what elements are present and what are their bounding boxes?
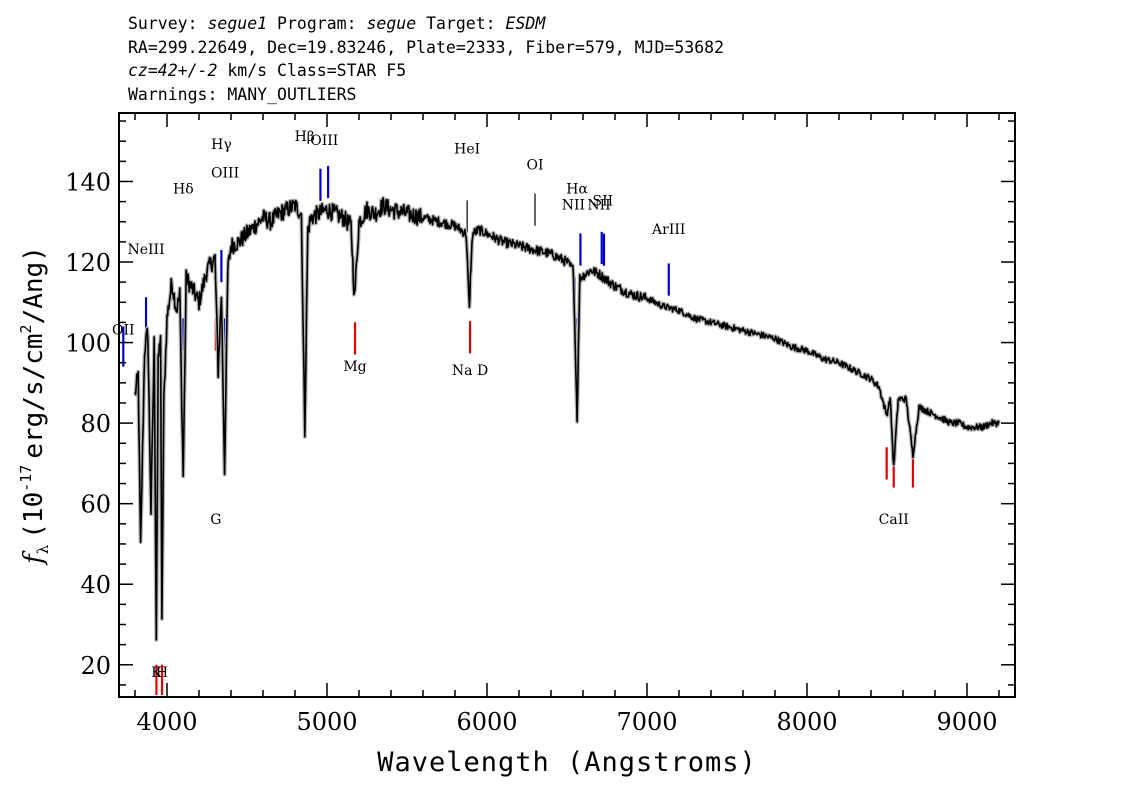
class-value: Class=STAR F5 <box>277 61 407 80</box>
y-label-mid: erg/s/cm <box>19 333 49 458</box>
marker-label: G <box>210 512 221 528</box>
y-axis-ticks: 20 40 60 80 100 120 140 <box>65 120 1015 686</box>
y-tick-label: 80 <box>80 410 111 438</box>
x-axis-ticks: 4000 5000 6000 7000 8000 9000 <box>134 113 1000 736</box>
marker-label: NeIII <box>127 242 164 258</box>
marker-label: OI <box>526 157 543 173</box>
program-value: segue <box>366 14 417 33</box>
marker-label: Na D <box>452 363 488 379</box>
marker-label: OII <box>112 323 135 339</box>
redshift-value: cz=42+/-2 <box>128 61 218 80</box>
survey-value: segue1 <box>207 14 268 33</box>
header-line-3: cz=42+/-2 km/s Class=STAR F5 <box>128 59 724 83</box>
marker-label: H <box>156 665 168 681</box>
y-tick-label: 100 <box>65 330 111 358</box>
y-tick-label: 120 <box>65 249 111 277</box>
x-tick-label: 8000 <box>776 708 837 736</box>
marker-label: Hα <box>566 182 588 198</box>
redshift-units: km/s <box>227 61 268 80</box>
x-tick-label: 7000 <box>616 708 677 736</box>
target-label: Target: <box>426 14 496 33</box>
y-label-exp1: -17 <box>17 465 35 492</box>
marker-label: Hδ <box>173 182 194 198</box>
marker-label: NII <box>587 198 610 214</box>
marker-label: NII <box>562 198 585 214</box>
y-tick-label: 20 <box>80 652 111 680</box>
y-label-close: /Ang) <box>19 246 49 324</box>
spectrum-line <box>134 197 1000 641</box>
marker-label: K <box>151 665 162 681</box>
header-line-2: RA=299.22649, Dec=19.83246, Plate=2333, … <box>128 37 725 57</box>
marker-label: Hβ <box>295 129 315 145</box>
marker-label: OIII <box>310 133 338 149</box>
marker-label: Hγ <box>211 137 232 153</box>
marker-label: Mg <box>343 359 366 375</box>
x-tick-label: 6000 <box>456 708 517 736</box>
target-value: ESDM <box>505 14 546 33</box>
program-label: Program: <box>277 14 357 33</box>
error-band <box>133 195 1001 642</box>
spectrum-header: Survey: segue1 Program: segue Target: ES… <box>128 12 724 106</box>
y-tick-label: 140 <box>65 168 111 196</box>
survey-label: Survey: <box>128 14 198 33</box>
plot-frame <box>118 112 1016 698</box>
x-axis-label: Wavelength (Angstroms) <box>377 747 757 778</box>
y-label-sub: λ <box>34 544 52 554</box>
header-line-1: Survey: segue1 Program: segue Target: ES… <box>128 12 724 36</box>
y-label-exp2: 2 <box>17 324 35 333</box>
x-tick-label: 4000 <box>136 708 197 736</box>
x-tick-label: 5000 <box>296 708 357 736</box>
x-tick-label: 9000 <box>936 708 997 736</box>
marker-labels: OIINeIIIHδHγOIIIHβOIIIHeIOINIIHαNIISIIAr… <box>112 129 909 681</box>
marker-label: OIII <box>211 165 239 181</box>
y-label-open: (10 <box>19 492 49 539</box>
y-axis-label: fλ(10-17erg/s/cm2/Ang) <box>17 246 52 566</box>
marker-label: HeI <box>454 141 480 157</box>
marker-label: SII <box>593 194 614 210</box>
y-tick-label: 40 <box>80 571 111 599</box>
marker-label: ArIII <box>651 222 685 238</box>
header-line-4: Warnings: MANY_OUTLIERS <box>128 84 357 104</box>
marker-label: CaII <box>879 512 909 528</box>
y-tick-label: 60 <box>80 491 111 519</box>
